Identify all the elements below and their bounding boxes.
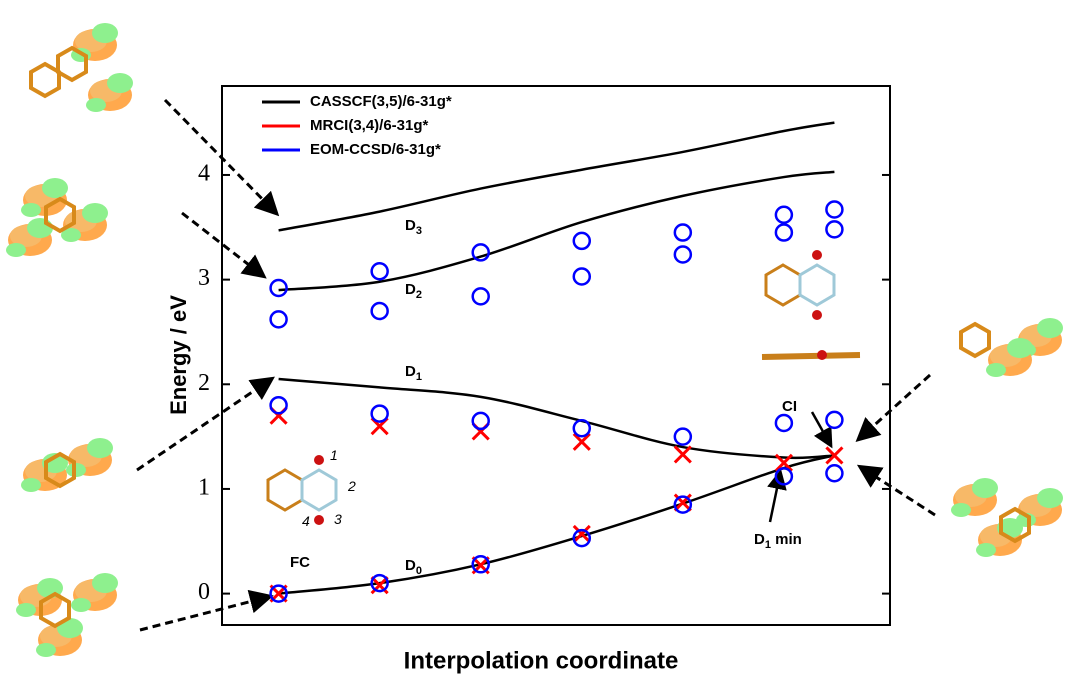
- annotation-text: D: [754, 531, 765, 548]
- circle-marker: [673, 223, 693, 242]
- arrow: [855, 373, 932, 443]
- circle-marker: [572, 231, 592, 251]
- energy-curve: [278, 170, 835, 292]
- circle-marker: [673, 245, 693, 264]
- circle-marker: [269, 310, 288, 329]
- arrow: [181, 211, 267, 279]
- annotation: D2: [405, 281, 422, 301]
- annotation: D3: [405, 217, 422, 237]
- circle-marker: [774, 413, 794, 433]
- annotation: FC: [290, 554, 310, 571]
- annotation: 3: [334, 511, 342, 527]
- annotation-subscript: 2: [416, 289, 422, 301]
- circle-marker: [370, 573, 389, 593]
- y-tick-label: 1: [198, 474, 210, 500]
- circle-marker: [774, 467, 794, 486]
- cross-marker: [774, 453, 793, 472]
- annotation: 1: [330, 447, 338, 463]
- annotation: D1 min: [754, 531, 802, 551]
- circle-marker: [370, 404, 389, 423]
- legend-label: CASSCF(3,5)/6-31g*: [310, 93, 452, 110]
- y-tick-label: 3: [198, 265, 210, 291]
- annotation-subscript: 3: [416, 225, 422, 237]
- annotation-text: 2: [347, 478, 356, 494]
- orbital-image: [6, 178, 108, 257]
- annotation: D1: [405, 363, 422, 383]
- cross-marker: [825, 446, 844, 465]
- energy-curve: [278, 377, 835, 460]
- circle-marker: [572, 418, 592, 438]
- annotation: CI: [782, 398, 797, 415]
- legend-label: MRCI(3,4)/6-31g*: [310, 117, 429, 134]
- annotation-text: D: [405, 557, 416, 574]
- circle-marker: [825, 220, 844, 239]
- molecule-fc: [266, 455, 338, 525]
- annotation-subscript: 1: [416, 371, 422, 383]
- circle-marker: [471, 555, 490, 574]
- circle-marker: [673, 495, 693, 514]
- annotation: D0: [405, 557, 422, 577]
- energy-curve: [278, 454, 835, 595]
- circle-marker: [370, 301, 389, 321]
- circle-marker: [572, 267, 592, 286]
- circle-marker: [269, 395, 288, 415]
- legend-label: EOM-CCSD/6-31g*: [310, 141, 441, 158]
- annotation-subscript: 1: [765, 539, 771, 551]
- y-tick-label: 4: [198, 160, 210, 186]
- circle-marker: [673, 427, 693, 446]
- circle-marker: [471, 411, 490, 431]
- cross-marker: [673, 445, 692, 464]
- orbital-image: [29, 23, 133, 112]
- circle-marker: [370, 261, 389, 281]
- arrow: [163, 98, 280, 217]
- annotation-text: D: [405, 363, 416, 380]
- cross-marker: [572, 524, 591, 544]
- circle-marker: [269, 278, 288, 298]
- circle-marker: [774, 223, 794, 242]
- circle-marker: [471, 287, 490, 306]
- annotation: 2: [347, 478, 356, 494]
- circle-marker: [774, 205, 794, 224]
- annotation-text: CI: [782, 398, 797, 415]
- orbital-image: [959, 318, 1063, 377]
- orbital-image: [21, 438, 113, 492]
- annotation: 4: [302, 513, 310, 529]
- energy-curve: [278, 121, 835, 232]
- orbital-image: [16, 573, 118, 657]
- annotation-text: 1: [330, 447, 338, 463]
- cross-marker: [572, 432, 591, 451]
- annotation-suffix: min: [771, 531, 802, 548]
- x-axis-label: Interpolation coordinate: [404, 647, 679, 674]
- y-axis-label: Energy / eV: [166, 295, 191, 415]
- arrow: [136, 376, 275, 472]
- y-tick-label: 0: [198, 579, 210, 605]
- circle-marker: [825, 200, 844, 219]
- circle-marker: [269, 584, 288, 603]
- annotation-text: FC: [290, 554, 310, 571]
- annotation-text: D: [405, 281, 416, 298]
- molecule-ci: [761, 250, 861, 360]
- annotation-subscript: 0: [416, 565, 422, 577]
- circle-marker: [825, 410, 844, 430]
- arrow: [856, 464, 936, 517]
- orbital-image: [951, 478, 1063, 557]
- plot-frame: [221, 85, 891, 626]
- arrow: [139, 589, 274, 632]
- arrow: [810, 411, 833, 449]
- circle-marker: [572, 528, 592, 548]
- circle-marker: [825, 463, 844, 483]
- annotation-text: 3: [334, 511, 342, 527]
- annotation-text: D: [405, 217, 416, 234]
- annotation-text: 4: [302, 513, 310, 529]
- circle-marker: [471, 243, 490, 262]
- y-tick-label: 2: [198, 370, 210, 396]
